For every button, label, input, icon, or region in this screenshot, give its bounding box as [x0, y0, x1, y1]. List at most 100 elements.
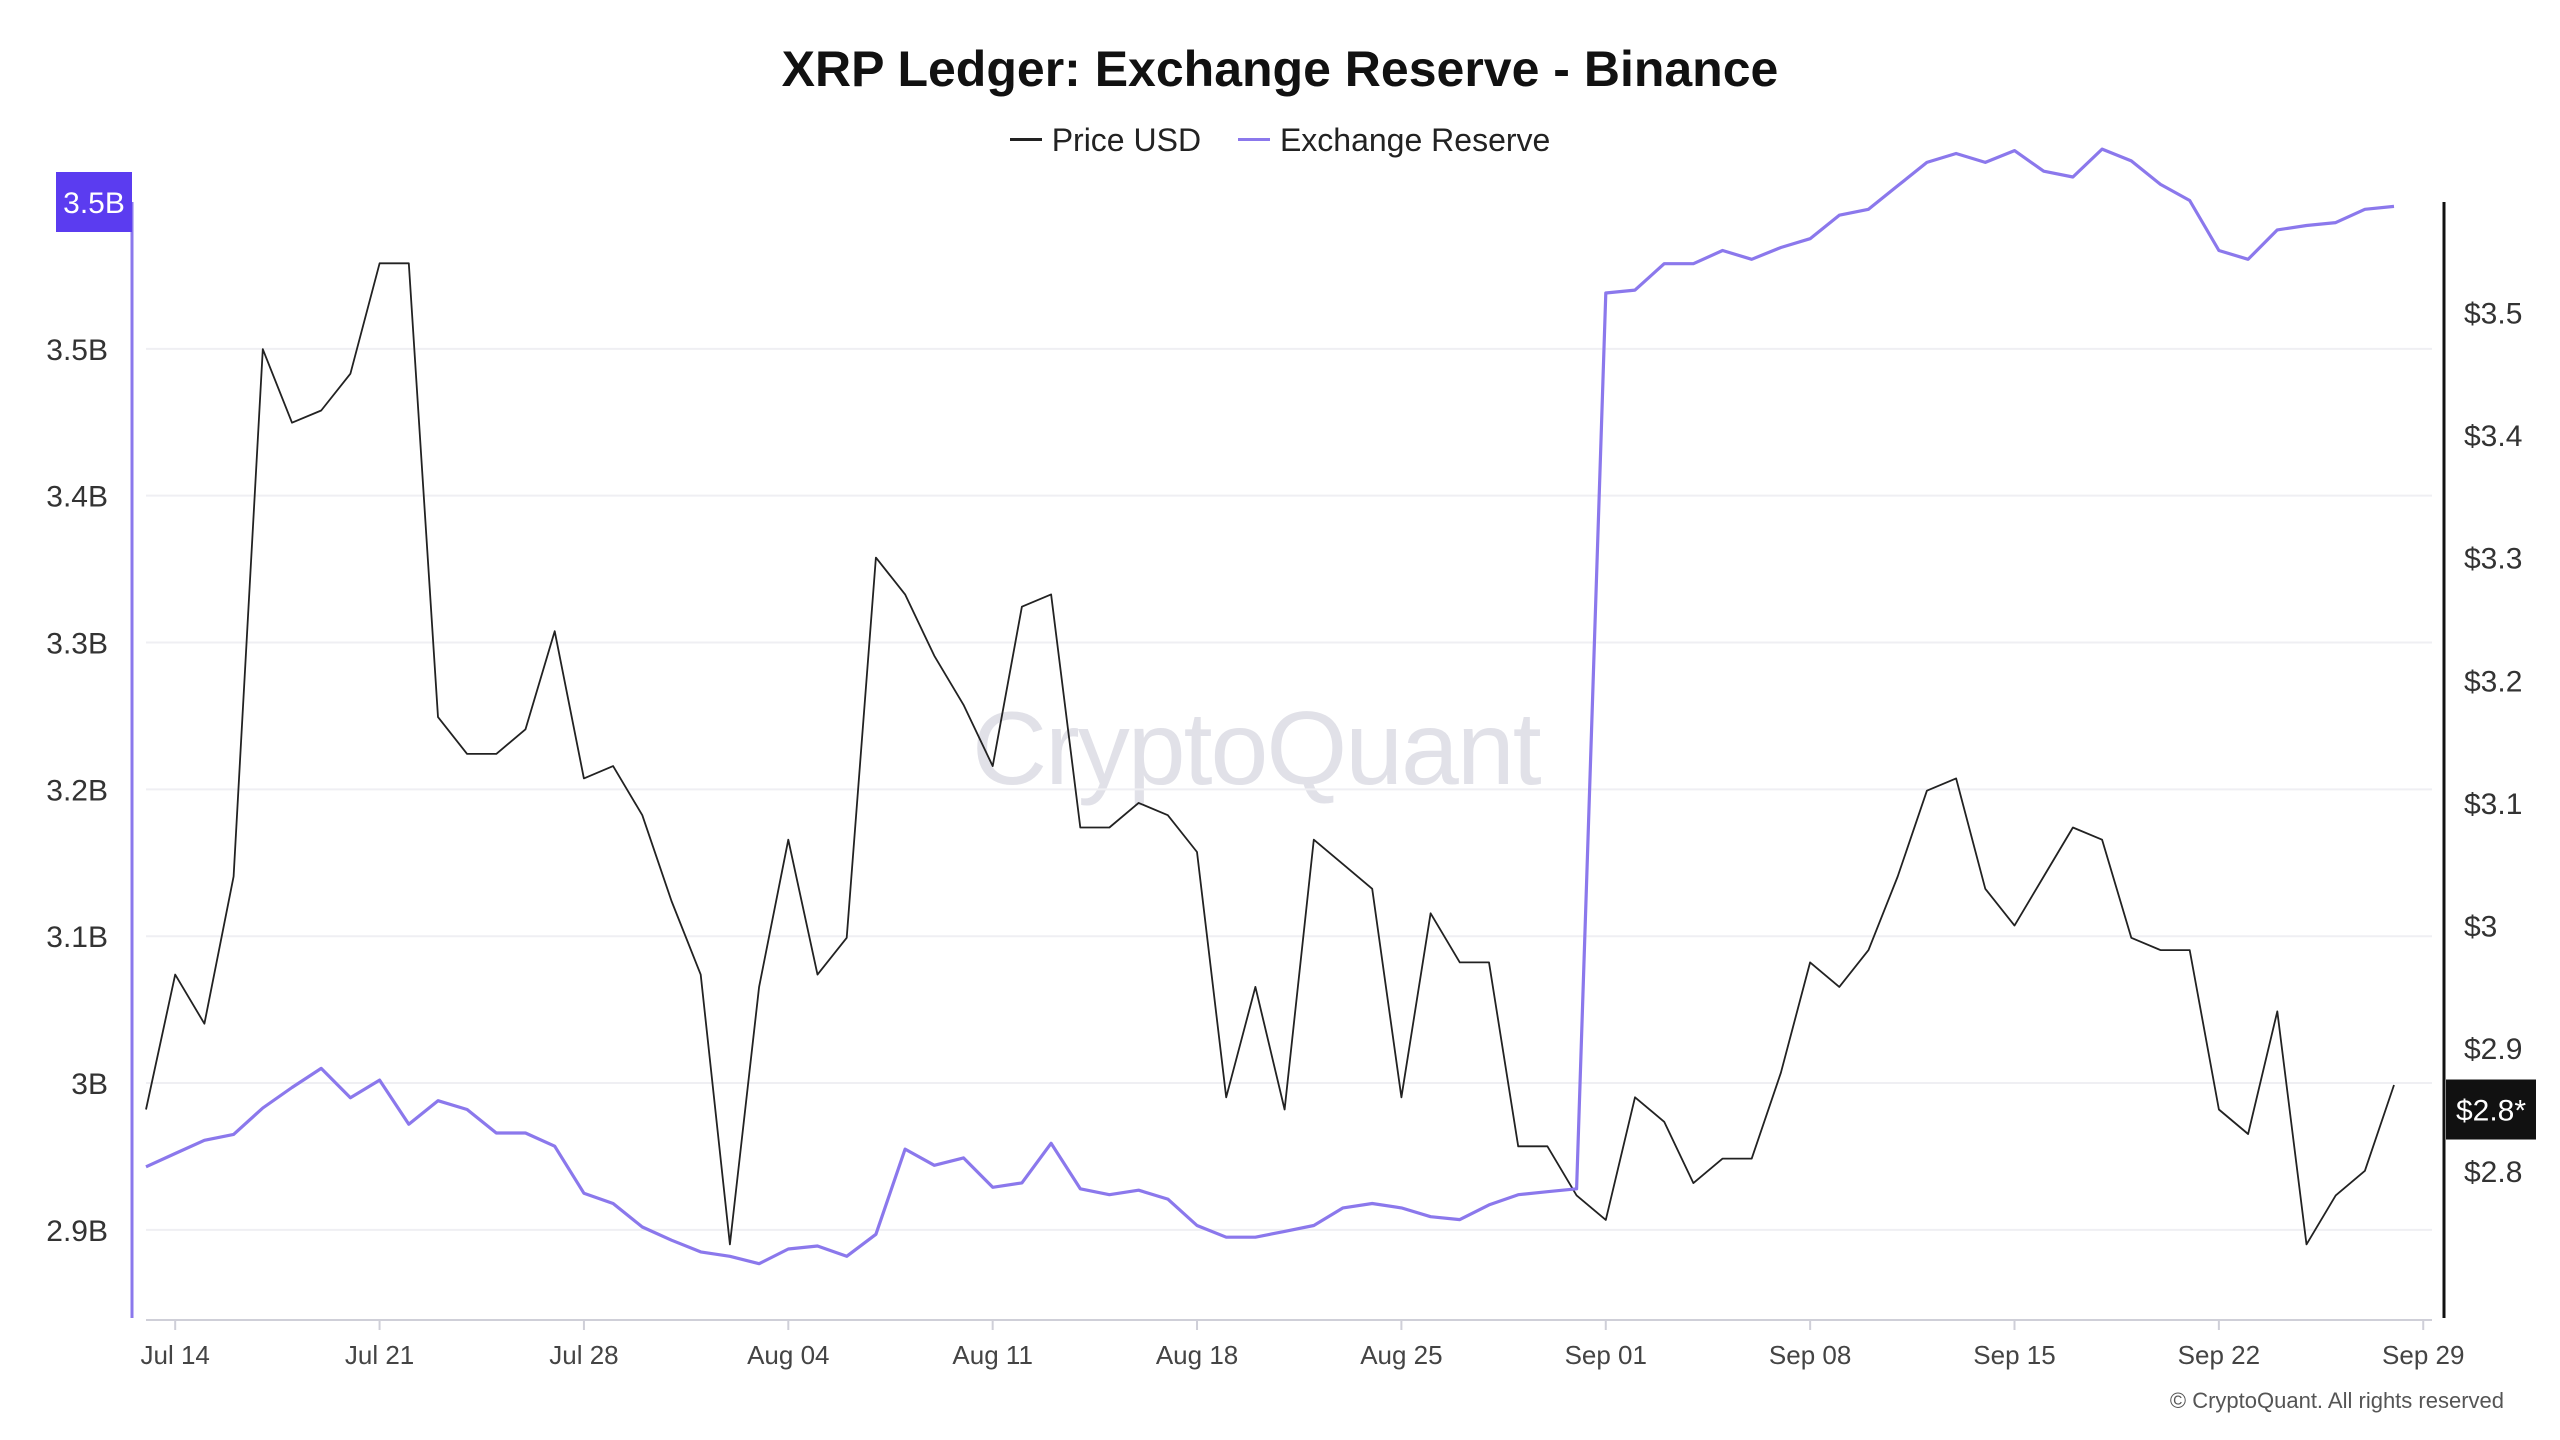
data-point-exchange-reserve	[1543, 1188, 1551, 1196]
data-point-price-usd	[551, 627, 559, 635]
data-point-exchange-reserve	[1660, 260, 1668, 268]
data-point-price-usd	[1427, 909, 1435, 917]
data-point-exchange-reserve	[668, 1236, 676, 1244]
chart-legend: Price USD Exchange Reserve	[0, 122, 2560, 159]
data-point-exchange-reserve	[288, 1084, 296, 1092]
data-point-price-usd	[1981, 885, 1989, 893]
right-tick-label: $2.8	[2464, 1156, 2522, 1189]
x-tick-label: Sep 22	[2178, 1340, 2260, 1370]
data-point-price-usd	[259, 345, 267, 353]
data-point-exchange-reserve	[1806, 235, 1814, 243]
data-point-price-usd	[989, 762, 997, 770]
data-point-exchange-reserve	[843, 1252, 851, 1260]
data-point-exchange-reserve	[1310, 1222, 1318, 1230]
data-point-exchange-reserve	[1923, 158, 1931, 166]
data-point-exchange-reserve	[726, 1252, 734, 1260]
data-point-price-usd	[2273, 1007, 2281, 1015]
data-point-exchange-reserve	[989, 1183, 997, 1191]
copyright-text: © CryptoQuant. All rights reserved	[2169, 1388, 2504, 1413]
data-point-price-usd	[638, 811, 646, 819]
left-tick-label: 3.1B	[46, 921, 108, 954]
data-point-price-usd	[872, 554, 880, 562]
data-point-price-usd	[2361, 1167, 2369, 1175]
data-point-price-usd	[522, 725, 530, 733]
right-tick-label: $3.1	[2464, 788, 2522, 821]
data-point-exchange-reserve	[405, 1120, 413, 1128]
data-point-price-usd	[1485, 958, 1493, 966]
series-line-exchange-reserve	[145, 147, 2395, 1266]
data-point-exchange-reserve	[1894, 182, 1902, 190]
data-point-price-usd	[171, 971, 179, 979]
data-point-exchange-reserve	[171, 1150, 179, 1158]
data-point-price-usd	[1105, 824, 1113, 832]
data-point-price-usd	[2011, 922, 2019, 930]
data-point-exchange-reserve	[2244, 255, 2252, 263]
data-point-exchange-reserve	[638, 1223, 646, 1231]
data-point-price-usd	[200, 1020, 208, 1028]
data-point-price-usd	[1835, 983, 1843, 991]
data-point-price-usd	[930, 652, 938, 660]
right-tick-label: $3.2	[2464, 665, 2522, 698]
data-point-exchange-reserve	[1835, 211, 1843, 219]
data-point-price-usd	[376, 259, 384, 267]
x-tick-label: Sep 29	[2382, 1340, 2464, 1370]
data-point-price-usd	[580, 774, 588, 782]
tick-labels: 2.9B 3B 3.1B 3.2B 3.3B 3.4B 3.5B $2.8 $2.9 $3 $3.1…	[46, 297, 2522, 1370]
data-point-exchange-reserve	[1514, 1191, 1522, 1199]
data-point-price-usd	[2069, 824, 2077, 832]
data-point-price-usd	[1719, 1155, 1727, 1163]
data-point-price-usd	[1514, 1142, 1522, 1150]
axes	[130, 202, 2446, 1321]
data-point-price-usd	[1368, 885, 1376, 893]
x-tick-label: Aug 11	[952, 1340, 1032, 1370]
data-point-exchange-reserve	[434, 1097, 442, 1105]
data-point-exchange-reserve	[1748, 255, 1756, 263]
right-tick-label: $3.5	[2464, 297, 2522, 330]
data-point-price-usd	[2040, 873, 2048, 881]
data-point-price-usd	[1631, 1093, 1639, 1101]
reserve-current-badge-label: 3.5B	[63, 187, 125, 220]
legend-item-reserve[interactable]: Exchange Reserve	[1237, 122, 1550, 159]
data-point-price-usd	[463, 750, 471, 758]
data-point-exchange-reserve	[2390, 202, 2398, 210]
data-point-exchange-reserve	[1777, 244, 1785, 252]
x-tick-label: Jul 28	[549, 1340, 618, 1370]
data-point-price-usd	[2332, 1191, 2340, 1199]
data-point-price-usd	[1222, 1093, 1230, 1101]
data-point-exchange-reserve	[1047, 1139, 1055, 1147]
data-point-exchange-reserve	[2303, 222, 2311, 230]
data-point-price-usd	[1660, 1118, 1668, 1126]
data-point-price-usd	[434, 713, 442, 721]
data-point-exchange-reserve	[317, 1064, 325, 1072]
data-point-exchange-reserve	[1222, 1233, 1230, 1241]
reserve-current-badge	[56, 172, 132, 232]
data-point-exchange-reserve	[1427, 1213, 1435, 1221]
data-point-price-usd	[1076, 824, 1084, 832]
data-point-price-usd	[2215, 1106, 2223, 1114]
gridlines	[146, 347, 2432, 1231]
x-tick-label: Sep 15	[1973, 1340, 2055, 1370]
data-point-price-usd	[1193, 848, 1201, 856]
series-points	[142, 145, 2398, 1268]
data-point-exchange-reserve	[200, 1136, 208, 1144]
data-point-exchange-reserve	[1135, 1186, 1143, 1194]
data-point-price-usd	[784, 836, 792, 844]
data-point-price-usd	[1952, 774, 1960, 782]
data-point-exchange-reserve	[1631, 286, 1639, 294]
data-point-exchange-reserve	[2332, 219, 2340, 227]
data-point-price-usd	[1164, 811, 1172, 819]
data-point-exchange-reserve	[1251, 1233, 1259, 1241]
left-tick-label: 3B	[71, 1068, 108, 1101]
x-tick-label: Aug 18	[1156, 1340, 1238, 1370]
data-point-price-usd	[901, 590, 909, 598]
data-point-price-usd	[317, 407, 325, 415]
left-tick-label: 3.4B	[46, 481, 108, 514]
right-tick-label: $3.3	[2464, 543, 2522, 576]
data-point-price-usd	[1543, 1142, 1551, 1150]
data-point-exchange-reserve	[463, 1106, 471, 1114]
data-point-price-usd	[288, 419, 296, 427]
data-point-exchange-reserve	[1485, 1201, 1493, 1209]
legend-item-price[interactable]: Price USD	[1009, 122, 1201, 159]
legend-swatch-price	[1009, 138, 1042, 142]
data-point-price-usd	[1865, 946, 1873, 954]
